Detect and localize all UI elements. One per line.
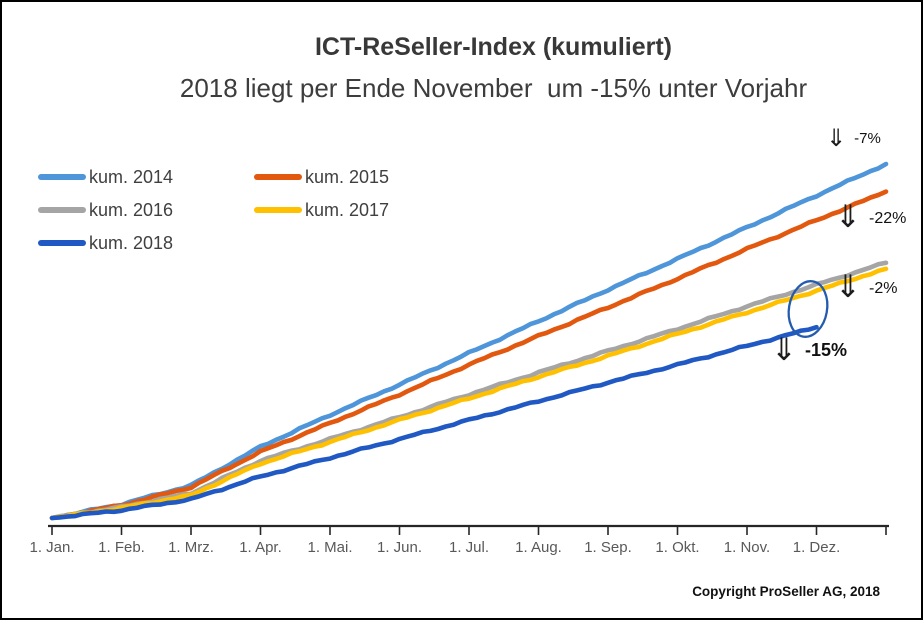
legend-swatch-icon (38, 173, 86, 181)
legend-swatch-icon (254, 206, 302, 214)
series-line-2017 (49, 266, 889, 521)
series-line-2014 (49, 161, 889, 521)
annotation-label: -22% (868, 210, 907, 228)
annotation-label: -7% (854, 129, 881, 147)
double-down-arrow-icon: ⇓ (826, 124, 847, 152)
series-line-2016 (49, 260, 889, 521)
legend-label: kum. 2018 (89, 232, 174, 253)
x-tick-label: 1. Okt. (655, 539, 700, 556)
x-tick-label: 1. Mrz. (168, 539, 214, 556)
legend-label: kum. 2017 (305, 199, 390, 220)
legend-label: kum. 2016 (89, 199, 174, 220)
x-tick-label: 1. Jan. (29, 539, 75, 556)
chart-title: ICT-ReSeller-Index (kumuliert) (314, 33, 673, 61)
legend-item-2014: kum. 2014 (38, 165, 254, 189)
legend-label: kum. 2015 (305, 166, 390, 187)
legend-swatch-icon (38, 206, 86, 214)
x-tick-label: 1. Nov. (723, 539, 771, 556)
double-down-arrow-icon: ⇓ (835, 269, 861, 305)
legend-swatch-icon (254, 173, 302, 181)
highlight-ellipse (787, 280, 829, 338)
legend-label: kum. 2014 (89, 166, 174, 187)
copyright-notice: Copyright ProSeller AG, 2018 (692, 584, 880, 599)
double-down-arrow-icon: ⇓ (835, 199, 861, 235)
legend-item-2018: kum. 2018 (38, 231, 254, 255)
annotation-minus-2pct: ⇓ -2% (835, 269, 898, 305)
annotation-minus-15pct: ⇓ -15% (771, 332, 848, 368)
annotation-minus-22pct: ⇓ -22% (835, 199, 907, 235)
x-tick-label: 1. Sep. (584, 539, 632, 556)
annotation-minus-7pct: ⇓ -7% (826, 124, 881, 152)
legend-swatch-icon (38, 239, 86, 247)
annotation-label: -2% (868, 280, 898, 298)
legend: kum. 2014 kum. 2015 kum. 2016 kum. 2017 kum.… (38, 165, 389, 255)
annotation-label: -15% (804, 340, 848, 361)
legend-item-2017: kum. 2017 (254, 198, 389, 222)
x-tick-label: 1. Feb. (98, 539, 145, 556)
series-line-2015 (49, 189, 889, 521)
legend-item-2016: kum. 2016 (38, 198, 254, 222)
x-tick-label: 1. Mai. (307, 539, 353, 556)
x-tick-label: 1. Dez. (792, 539, 841, 556)
chart-subtitle: 2018 liegt per Ende November um -15% unt… (179, 73, 808, 103)
x-tick-label: 1. Apr. (239, 539, 282, 556)
x-tick-label: 1. Jul. (448, 539, 490, 556)
series-line-2018 (49, 324, 819, 521)
double-down-arrow-icon: ⇓ (771, 332, 797, 368)
x-tick-label: 1. Aug. (515, 539, 562, 556)
x-tick-label: 1. Jun. (376, 539, 423, 556)
legend-item-2015: kum. 2015 (254, 165, 389, 189)
